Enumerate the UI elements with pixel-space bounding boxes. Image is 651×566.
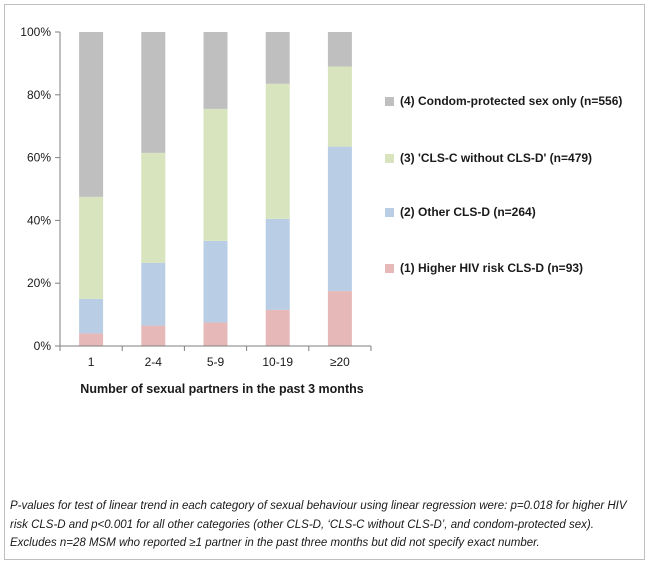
bar-segment-series-2-cat-5 [327, 146, 352, 292]
bar-segment-series-2-cat-1 [79, 298, 104, 334]
footnote: P-values for test of linear trend in eac… [10, 500, 627, 549]
x-tick-label: ≥20 [330, 355, 350, 369]
figure-frame [4, 4, 645, 560]
x-tick-label: 2-4 [145, 355, 163, 369]
x-tick-label: 5-9 [207, 355, 225, 369]
bar-segment-series-4-cat-4 [265, 32, 290, 84]
y-tick-label: 80% [27, 88, 51, 102]
stacked-bar-chart: 0% 20% 40% 60% 80% 100% 1 2-4 5-9 10-19 ≥20 Numbe… [20, 25, 372, 396]
bar-segment-series-4-cat-1 [79, 32, 104, 197]
legend-swatch [385, 153, 394, 163]
y-ticks-layer: 0% 20% 40% 60% 80% 100% [20, 25, 60, 353]
bar-segment-series-4-cat-3 [203, 32, 228, 109]
y-tick-label: 0% [34, 339, 52, 353]
legend-swatch [385, 207, 394, 217]
y-tick-label: 100% [20, 25, 51, 39]
x-axis-title: Number of sexual partners in the past 3 … [80, 382, 363, 396]
bar-segment-series-2-cat-4 [265, 218, 290, 310]
bar-segment-series-3-cat-2 [141, 152, 166, 263]
legend-label: (4) Condom-protected sex only (n=556) [400, 94, 623, 108]
x-tick-label: 10-19 [262, 355, 293, 369]
bar-segment-series-1-cat-3 [203, 322, 228, 346]
legend-swatch [385, 96, 394, 106]
legend-item-series-3: (3) 'CLS-C without CLS-D' (n=479) [385, 151, 592, 165]
bar-segment-series-3-cat-5 [327, 66, 352, 147]
bar-segment-series-3-cat-1 [79, 196, 104, 299]
legend-item-series-1: (1) Higher HIV risk CLS-D (n=93) [385, 261, 583, 275]
bar-segment-series-3-cat-3 [203, 108, 228, 241]
legend-label: (1) Higher HIV risk CLS-D (n=93) [400, 261, 584, 275]
legend-item-series-2: (2) Other CLS-D (n=264) [385, 205, 536, 219]
y-tick-label: 60% [27, 151, 51, 165]
legend-label: (2) Other CLS-D (n=264) [400, 205, 536, 219]
x-tick-label: 1 [88, 355, 95, 369]
bar-segment-series-4-cat-2 [141, 32, 166, 153]
bar-segment-series-1-cat-4 [265, 309, 290, 346]
bar-segment-series-3-cat-4 [265, 83, 290, 219]
bar-segment-series-1-cat-5 [327, 291, 352, 346]
legend-swatch [385, 263, 394, 273]
y-tick-label: 40% [27, 213, 51, 227]
x-ticks-layer: 1 2-4 5-9 10-19 ≥20 [59, 346, 372, 369]
bar-segment-series-1-cat-2 [141, 325, 166, 346]
legend-item-series-4: (4) Condom-protected sex only (n=556) [385, 94, 622, 108]
bar-segment-series-2-cat-3 [203, 240, 228, 323]
y-tick-label: 20% [27, 276, 51, 290]
legend-label: (3) 'CLS-C without CLS-D' (n=479) [400, 151, 593, 165]
bars-layer [79, 32, 352, 346]
bar-segment-series-4-cat-5 [327, 32, 352, 67]
bar-segment-series-2-cat-2 [141, 262, 166, 326]
bar-segment-series-1-cat-1 [79, 333, 104, 346]
